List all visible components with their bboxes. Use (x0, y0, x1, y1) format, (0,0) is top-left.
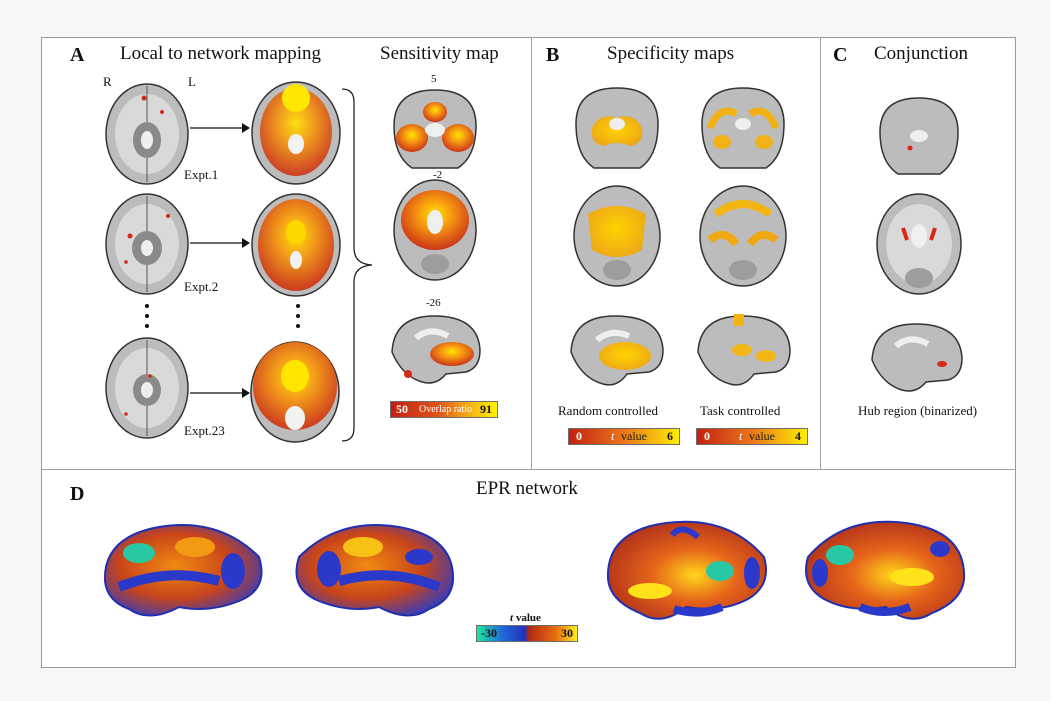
panel-b-letter: B (546, 44, 560, 66)
epr-t-colorbar: -30 30 (476, 625, 578, 642)
network-brain-expt1 (251, 81, 341, 185)
task-coronal-slice (701, 87, 785, 169)
ellipsis-dot (296, 324, 300, 328)
epr-colorbar-label: value (515, 612, 541, 624)
colorbar-max: 91 (480, 402, 492, 416)
experiment-label-23: Expt.23 (184, 423, 225, 438)
arrow-icon (190, 123, 250, 133)
experiment-label-2: Expt.2 (184, 279, 219, 294)
sensitivity-axial-slice (393, 179, 477, 281)
divider-bc (820, 38, 821, 470)
colorbar-max: 4 (795, 429, 801, 443)
arrow-icon (190, 238, 250, 248)
ellipsis-dot (296, 314, 300, 318)
hub-region-caption: Hub region (binarized) (858, 403, 978, 418)
panel-c-letter: C (833, 44, 848, 66)
colorbar-label: value (749, 429, 775, 443)
local-brain-expt2 (105, 193, 189, 295)
slice-coord-1: 5 (431, 73, 437, 85)
colorbar-max: 30 (561, 626, 573, 640)
experiment-label-1: Expt.1 (184, 167, 219, 182)
panel-c-title: Conjunction (874, 43, 968, 64)
slice-coord-2: -2 (433, 169, 443, 181)
cortex-lateral-left (606, 520, 767, 620)
random-t-colorbar: 0 t value 6 (568, 428, 680, 445)
conjunction-coronal-slice (879, 97, 959, 175)
ellipsis-dot (296, 304, 300, 308)
overlap-ratio-colorbar: 50 Overlap ratio 91 (390, 401, 498, 418)
arrow-icon (190, 388, 250, 398)
sensitivity-coronal-slice (393, 89, 477, 169)
colorbar-max: 6 (667, 429, 673, 443)
conjunction-sagittal-slice (871, 323, 963, 392)
panel-d-letter: D (70, 483, 85, 505)
task-axial-slice (699, 185, 787, 287)
random-controlled-caption: Random controlled (558, 403, 659, 418)
hemisphere-right-label: R (103, 74, 112, 89)
divider-top-bottom (42, 469, 1015, 470)
epr-colorbar-label-italic: t (510, 612, 514, 624)
ellipsis-dot (145, 304, 149, 308)
ellipsis-dot (145, 314, 149, 318)
random-coronal-slice (575, 87, 659, 169)
colorbar-label: Overlap ratio (419, 404, 473, 415)
panel-a-letter: A (70, 44, 85, 66)
colorbar-label-italic: t (611, 429, 615, 443)
panel-d-title: EPR network (476, 478, 578, 499)
task-controlled-caption: Task controlled (700, 403, 781, 418)
colorbar-min: -30 (481, 626, 497, 640)
panel-a-title: Local to network mapping (120, 43, 322, 64)
colorbar-label-italic: t (739, 429, 743, 443)
epr-colorbar-title: t value (510, 612, 541, 624)
cortex-lateral-right (805, 520, 966, 620)
network-brain-expt2 (251, 193, 341, 297)
colorbar-min: 50 (396, 402, 408, 416)
colorbar-label: value (621, 429, 647, 443)
local-brain-expt23 (105, 337, 189, 439)
cortex-medial-left (103, 524, 263, 617)
hemisphere-left-label: L (188, 74, 196, 89)
network-brain-expt23 (250, 341, 340, 443)
sensitivity-title: Sensitivity map (380, 43, 499, 64)
divider-ab (531, 38, 532, 470)
ellipsis-dot (145, 324, 149, 328)
colorbar-min: 0 (576, 429, 582, 443)
random-axial-slice (573, 185, 661, 287)
task-t-colorbar: 0 t value 4 (696, 428, 808, 445)
sensitivity-sagittal-slice (391, 315, 481, 384)
colorbar-min: 0 (704, 429, 710, 443)
panel-b-title: Specificity maps (607, 43, 735, 64)
task-sagittal-slice (697, 314, 791, 386)
local-brain-expt1 (105, 83, 189, 185)
cortex-medial-right (295, 524, 455, 617)
bracket-icon (341, 88, 373, 442)
slice-coord-3: -26 (426, 297, 441, 309)
random-sagittal-slice (570, 315, 664, 386)
conjunction-axial-slice (876, 193, 962, 295)
